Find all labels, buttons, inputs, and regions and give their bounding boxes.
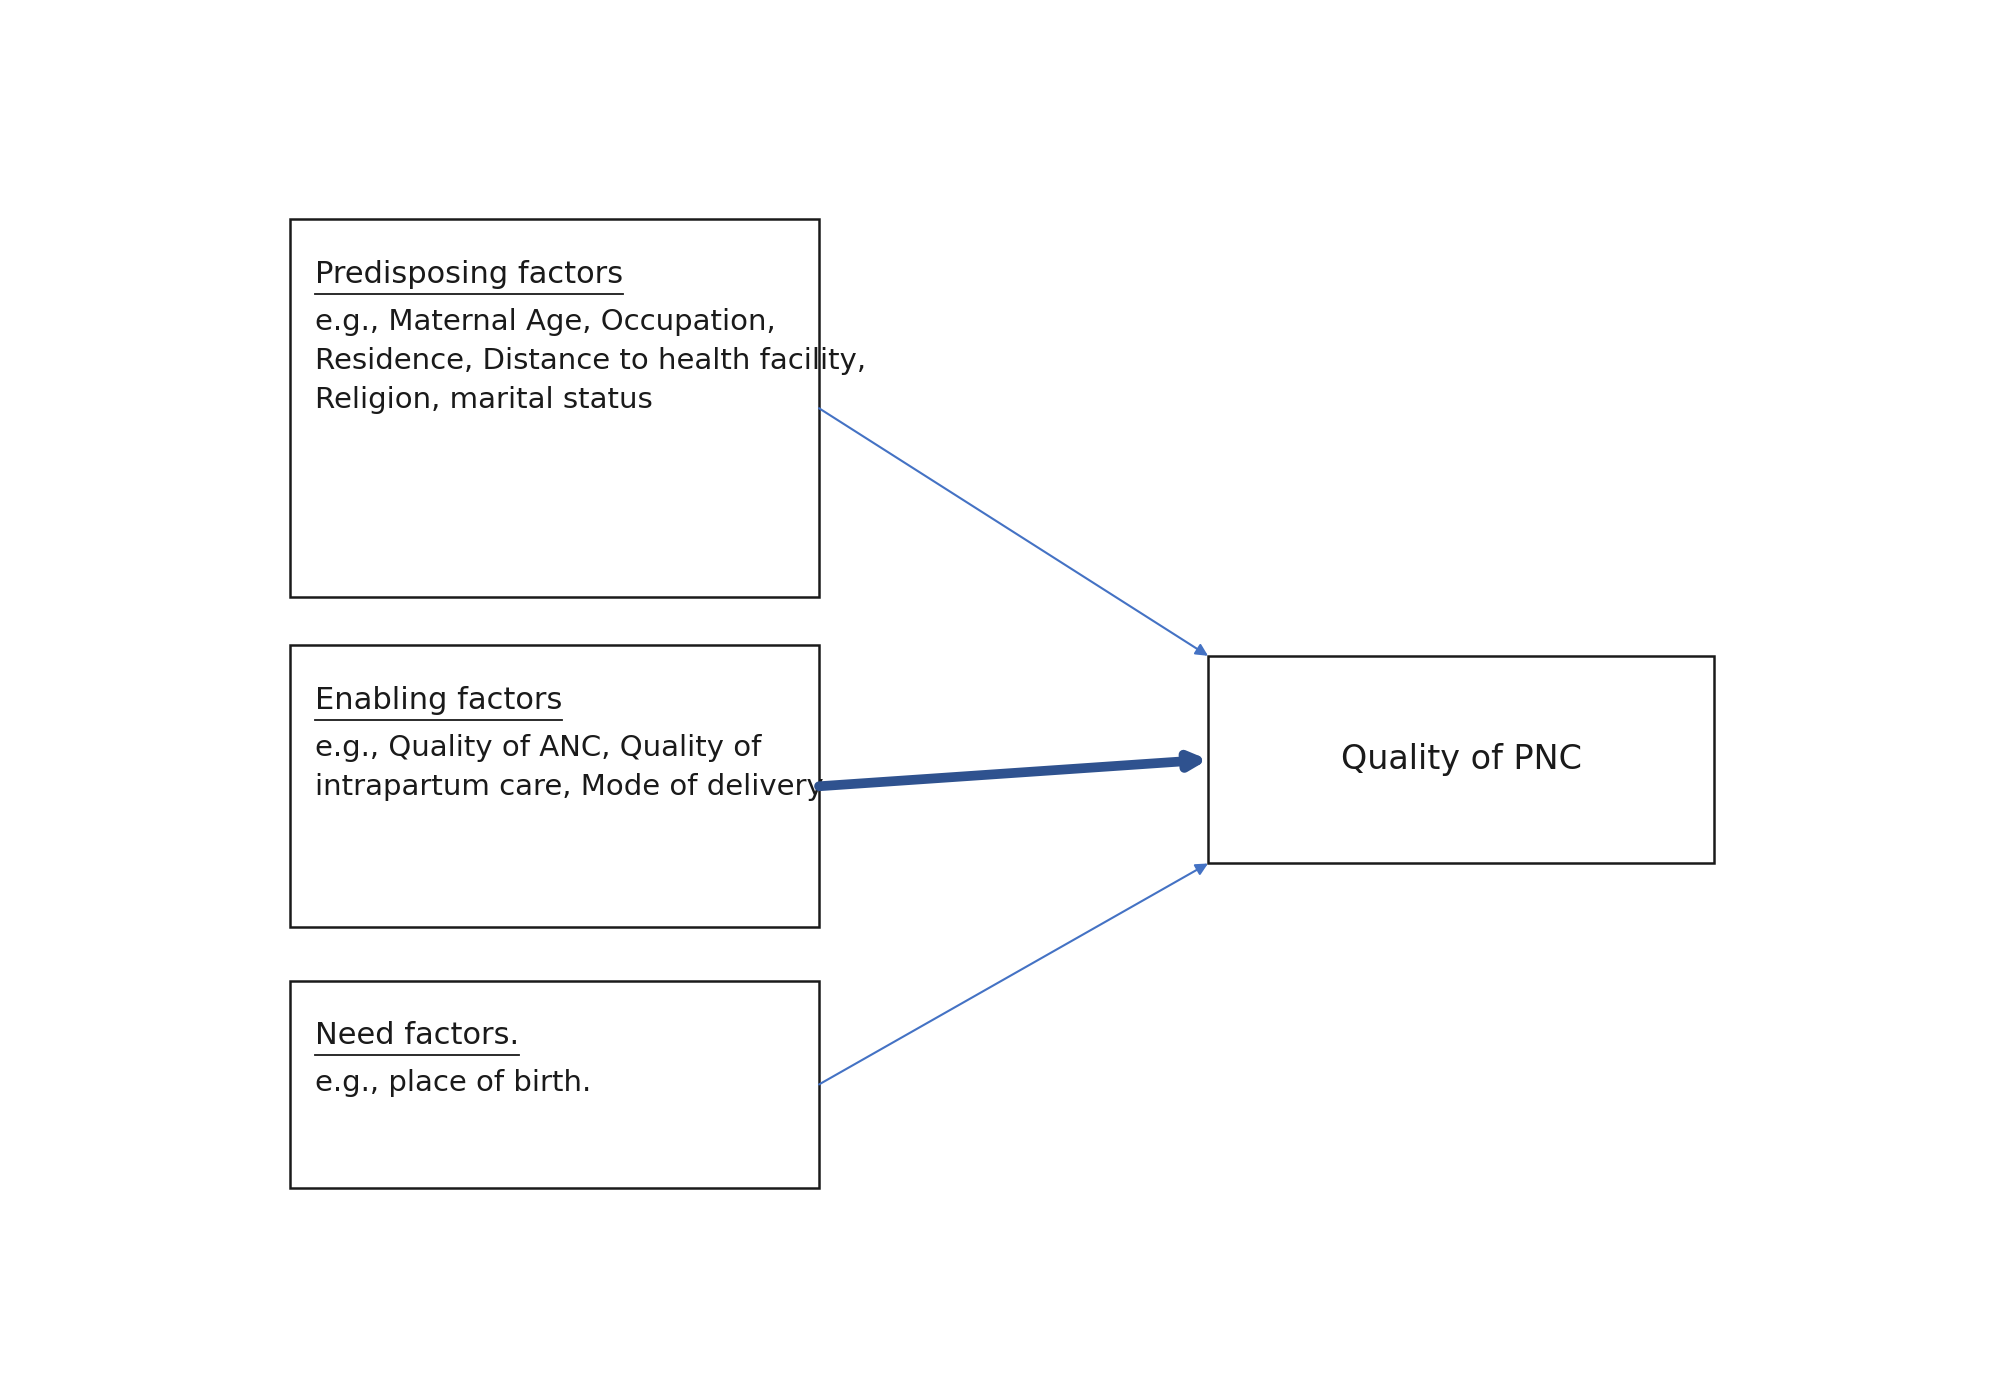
Text: e.g., Maternal Age, Occupation,
Residence, Distance to health facility,
Religion: e.g., Maternal Age, Occupation, Residenc… — [315, 307, 865, 414]
Bar — [289, 220, 819, 597]
Bar — [289, 644, 819, 928]
Text: Quality of PNC: Quality of PNC — [1341, 743, 1582, 776]
Bar — [1208, 656, 1714, 863]
Bar — [289, 981, 819, 1188]
Text: Enabling factors: Enabling factors — [315, 686, 562, 715]
Text: Need factors.: Need factors. — [315, 1021, 518, 1050]
Text: Predisposing factors: Predisposing factors — [315, 260, 622, 289]
Text: e.g., Quality of ANC, Quality of
intrapartum care, Mode of delivery: e.g., Quality of ANC, Quality of intrapa… — [315, 733, 823, 801]
Text: e.g., place of birth.: e.g., place of birth. — [315, 1069, 590, 1097]
